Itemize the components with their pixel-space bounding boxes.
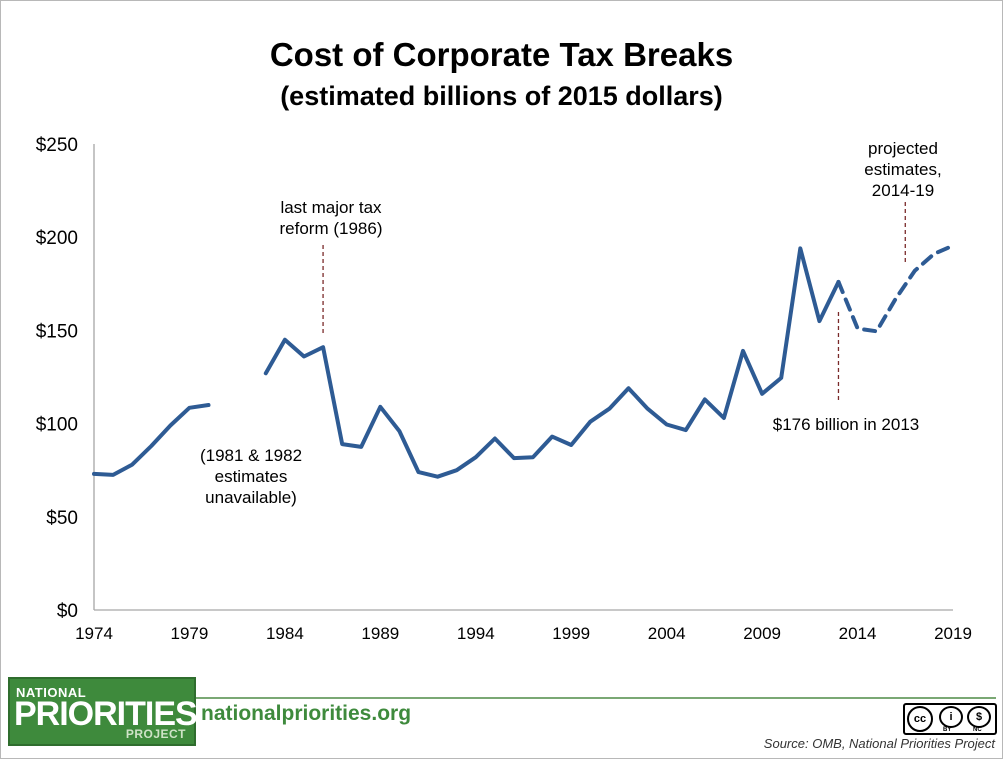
annotation-guides bbox=[322, 202, 906, 402]
chart-series-lines bbox=[92, 243, 955, 479]
x-tick-label: 1989 bbox=[361, 624, 399, 643]
annotation-line: projected bbox=[868, 139, 938, 158]
annotation-tax-reform: last major tax reform (1986) bbox=[258, 197, 404, 239]
annotation-2013-value: $176 billion in 2013 bbox=[752, 414, 940, 435]
chart-subtitle: (estimated billions of 2015 dollars) bbox=[280, 81, 723, 111]
creative-commons-badge[interactable]: cc i $ BY NC bbox=[903, 703, 997, 735]
annotation-line: last major tax bbox=[280, 198, 382, 217]
y-tick-label: $100 bbox=[36, 415, 78, 436]
x-tick-label: 1994 bbox=[457, 624, 495, 643]
logo-text-project: PROJECT bbox=[125, 727, 186, 741]
annotation-missing-years: (1981 & 1982 estimates unavailable) bbox=[178, 445, 324, 508]
x-tick-label: 2014 bbox=[839, 624, 877, 643]
y-tick-label: $50 bbox=[46, 508, 78, 529]
cc-nc-label: NC bbox=[973, 727, 982, 733]
x-tick-label: 2009 bbox=[743, 624, 781, 643]
logo-text-priorities: PRIORITIES bbox=[14, 695, 198, 733]
chart-tick-labels: $0 $50 $100 $150 $200 $250 1974 1979 1984 1989 199… bbox=[36, 135, 972, 643]
annotation-line: unavailable) bbox=[205, 488, 297, 507]
x-tick-label: 2019 bbox=[934, 624, 972, 643]
projected-series-line bbox=[836, 243, 955, 334]
annotation-line: estimates, bbox=[864, 160, 942, 179]
x-tick-label: 1974 bbox=[75, 624, 113, 643]
x-tick-label: 1984 bbox=[266, 624, 304, 643]
chart-axes bbox=[93, 144, 953, 611]
annotation-projected: projected estimates, 2014-19 bbox=[848, 138, 958, 201]
npp-logo: NATIONAL PRIORITIES PROJECT bbox=[8, 677, 198, 746]
chart-title: Cost of Corporate Tax Breaks bbox=[269, 36, 734, 73]
website-link[interactable]: nationalpriorities.org bbox=[201, 702, 412, 725]
y-tick-label: $200 bbox=[36, 228, 78, 249]
cc-by-label: BY bbox=[943, 727, 952, 733]
line-chart: $0 $50 $100 $150 $200 $250 1974 1979 1984 1989 199… bbox=[36, 135, 972, 643]
series-line bbox=[92, 403, 211, 477]
source-note: Source: OMB, National Priorities Project bbox=[763, 736, 995, 751]
logo-text-national: NATIONAL bbox=[16, 685, 87, 700]
y-tick-label: $0 bbox=[57, 601, 78, 622]
series-line bbox=[263, 246, 841, 479]
x-tick-label: 1979 bbox=[171, 624, 209, 643]
x-tick-label: 1999 bbox=[552, 624, 590, 643]
y-tick-label: $150 bbox=[36, 321, 78, 342]
annotation-line: (1981 & 1982 bbox=[199, 446, 303, 465]
cc-icon: cc bbox=[907, 706, 933, 732]
annotation-line: 2014-19 bbox=[871, 181, 935, 200]
annotation-line: estimates bbox=[214, 467, 288, 486]
annotation-line: $176 billion in 2013 bbox=[772, 415, 920, 434]
noncommercial-icon: $ bbox=[967, 706, 991, 728]
y-tick-label: $250 bbox=[36, 135, 78, 156]
attribution-icon: i bbox=[939, 706, 963, 728]
x-tick-label: 2004 bbox=[648, 624, 686, 643]
footer-divider bbox=[196, 697, 996, 699]
annotation-line: reform (1986) bbox=[279, 219, 383, 238]
